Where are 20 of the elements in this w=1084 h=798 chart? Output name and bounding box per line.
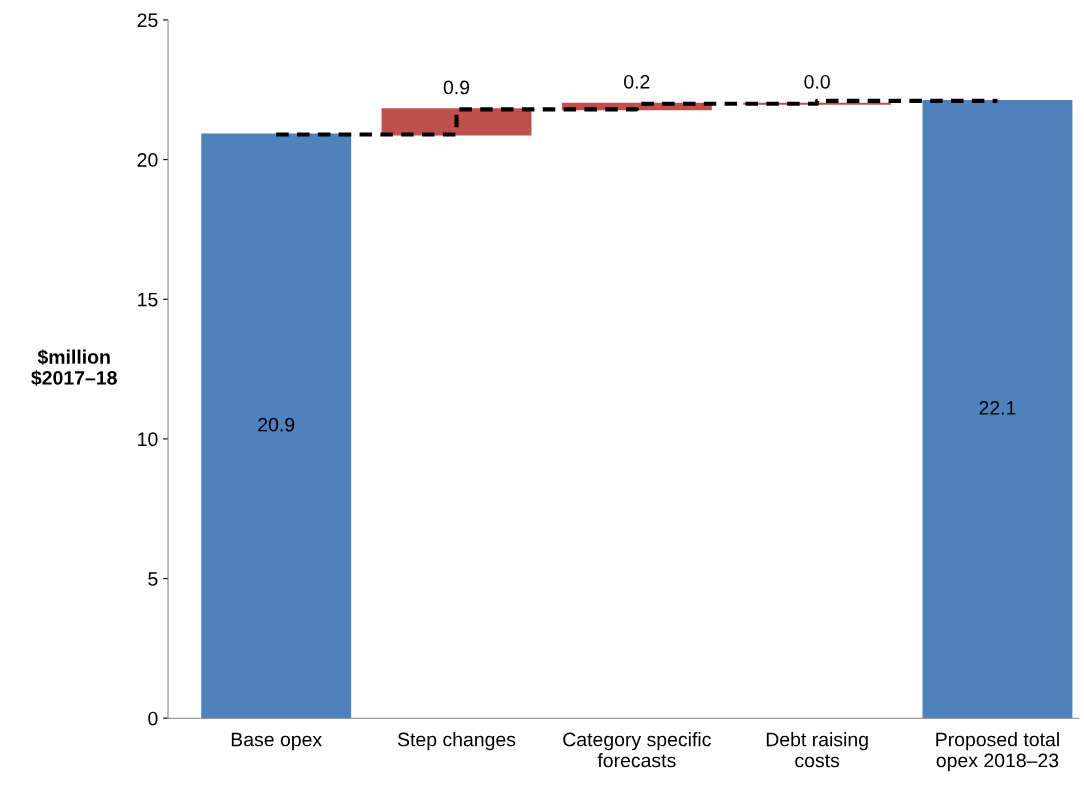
y-tick-label: 10: [138, 432, 158, 447]
bar: [381, 108, 532, 136]
x-tick-label: Base opex: [231, 732, 322, 751]
data-label: 0.9: [443, 80, 470, 95]
data-label: 20.9: [258, 417, 295, 432]
y-tick-label: 5: [148, 572, 158, 586]
bar: [922, 99, 1073, 719]
data-label: 0.2: [624, 74, 650, 89]
y-tick-label: 0: [148, 711, 158, 726]
data-label: 22.1: [979, 401, 1016, 415]
x-tick-label: Step changes: [397, 732, 516, 751]
bar: [201, 133, 352, 719]
y-tick-label: 20: [137, 153, 158, 167]
y-tick-label: 25: [137, 13, 158, 28]
y-tick-label: 15: [138, 292, 158, 307]
data-label: 0.0: [804, 74, 830, 89]
x-tick-label: Debt raising costs: [766, 732, 868, 768]
y-axis-title: $million $2017–18: [31, 349, 117, 387]
x-tick-label: Proposed total opex 2018–23: [936, 732, 1059, 772]
x-tick-label: Category specific forecasts: [563, 732, 711, 768]
